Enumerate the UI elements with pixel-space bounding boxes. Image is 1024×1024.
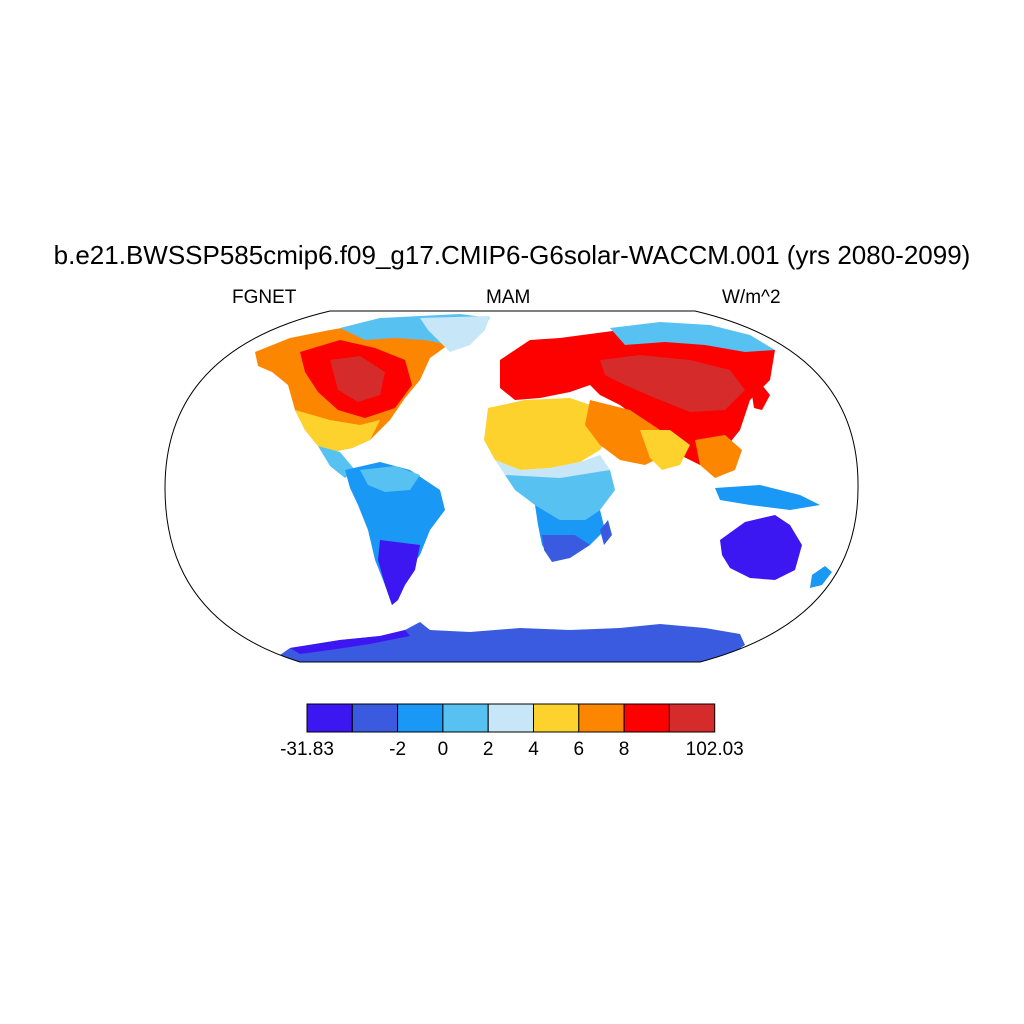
colorbar	[306, 703, 716, 733]
colorbar-label-5: 6	[573, 739, 585, 760]
south-america-south	[378, 540, 420, 605]
central-africa	[505, 470, 615, 520]
siberia-hot	[600, 355, 745, 412]
colorbar-box-0	[306, 703, 353, 733]
south-america-north	[360, 466, 420, 492]
india	[640, 430, 690, 470]
colorbar-box-7	[623, 703, 670, 733]
colorbar-label-6: 8	[618, 739, 630, 760]
sahara	[484, 398, 615, 470]
colorbar-label-2: 0	[437, 739, 449, 760]
colorbar-box-3	[442, 703, 489, 733]
japan	[752, 385, 770, 410]
antarctica-edge	[290, 630, 410, 654]
north-america-south	[295, 410, 380, 452]
colorbar-box-1	[351, 703, 399, 733]
colorbar-box-2	[397, 703, 444, 733]
map-outline	[164, 310, 859, 663]
indonesia	[715, 485, 820, 510]
madagascar	[600, 520, 612, 545]
land-fields	[255, 314, 832, 662]
middle-east	[585, 400, 665, 465]
new-zealand	[810, 566, 832, 588]
colorbar-box-5	[533, 703, 580, 733]
colorbar-box-8	[668, 703, 716, 733]
colorbar-label-1: -2	[389, 739, 407, 760]
siberia-arctic	[610, 322, 775, 352]
antarctica	[270, 622, 745, 662]
southern-africa-tip	[542, 535, 590, 562]
south-america	[345, 462, 445, 605]
southeast-asia	[695, 435, 742, 478]
greenland	[420, 316, 490, 352]
australia	[720, 515, 802, 580]
colorbar-box-6	[578, 703, 625, 733]
north-america-hot	[330, 356, 385, 402]
colorbar-label-0: -31.83	[280, 739, 334, 760]
units-label: W/m^2	[722, 287, 781, 308]
left-string: FGNET	[232, 287, 297, 308]
colorbar-box-4	[487, 703, 535, 733]
colorbar-label-3: 2	[482, 739, 494, 760]
colorbar-label-7: 102.03	[685, 739, 744, 760]
center-string: MAM	[486, 287, 531, 308]
sahel	[495, 455, 610, 480]
colorbar-label-4: 4	[528, 739, 539, 760]
plot-title: b.e21.BWSSP585cmip6.f09_g17.CMIP6-G6sola…	[53, 240, 971, 270]
